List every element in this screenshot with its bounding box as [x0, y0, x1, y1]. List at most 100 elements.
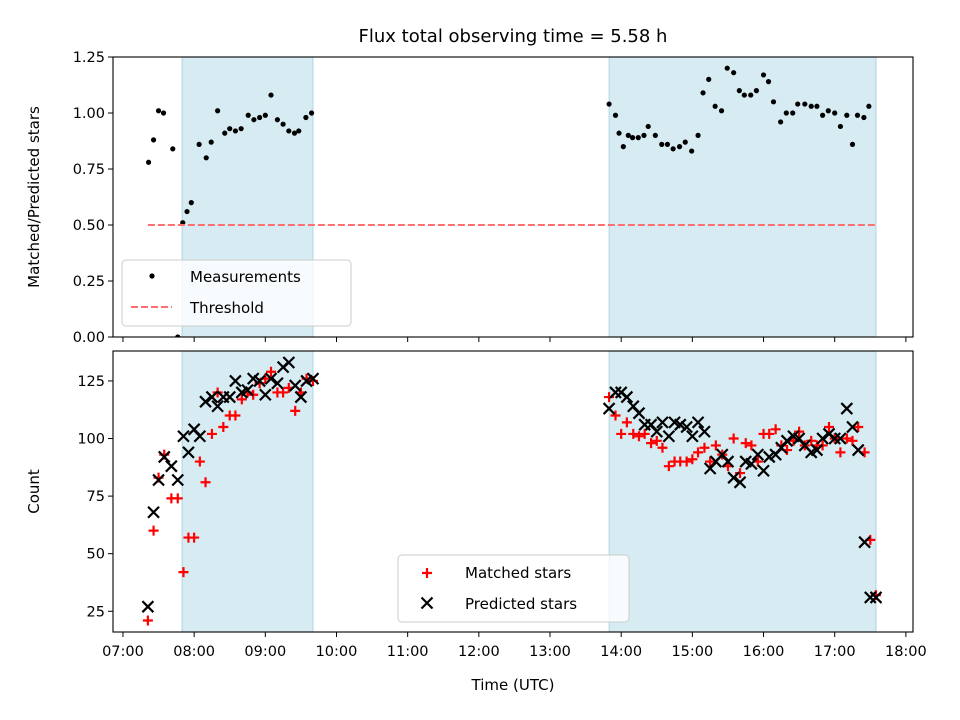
predicted-star-point [686, 429, 699, 443]
figure-title: Flux total observing time = 5.58 h [359, 26, 668, 47]
x-tick-label: 17:00 [814, 644, 856, 660]
measurement-point [753, 88, 760, 94]
measurement-point [783, 110, 789, 116]
measurement-point [296, 128, 302, 134]
measurement-point [849, 141, 856, 147]
observing-window [181, 351, 314, 632]
measurement-point [748, 92, 754, 98]
predicted-star-point [157, 450, 171, 464]
measurement-point [790, 110, 796, 116]
predicted-star-point [609, 386, 622, 399]
measurement-point [257, 114, 263, 121]
measurement-point [682, 139, 688, 145]
plot-area [141, 351, 883, 632]
predicted-star-point [757, 464, 770, 478]
y-axis-label: Matched/Predicted stars [25, 106, 43, 288]
measurement-point [712, 103, 718, 109]
measurement-point [155, 108, 162, 114]
predicted-star-point [241, 383, 254, 397]
predicted-star-point [602, 402, 616, 415]
legend-marker-dot [149, 273, 155, 279]
predicted-star-point [223, 390, 237, 404]
y-tick-label: 1.25 [73, 50, 105, 66]
predicted-star-point [858, 535, 871, 549]
matched-star-point [178, 567, 189, 578]
measurement-point [770, 99, 777, 105]
measurement-point [689, 148, 695, 154]
matched-star-point [639, 428, 650, 439]
y-tick-label: 50 [87, 547, 105, 563]
measurement-point [308, 110, 315, 116]
predicted-star-point [721, 455, 735, 468]
predicted-star-point [851, 443, 865, 457]
predicted-star-point [810, 443, 824, 457]
legend: Matched stars Predicted stars [397, 554, 630, 623]
matched-star-point [651, 435, 662, 446]
measurement-point [251, 117, 257, 123]
matched-star-point [705, 456, 716, 467]
predicted-star-point [816, 432, 829, 445]
predicted-star-point [840, 402, 854, 415]
matched-star-point [740, 438, 751, 449]
predicted-star-point [828, 432, 841, 445]
matched-star-point [657, 442, 668, 453]
matched-star-point [853, 422, 864, 433]
measurement-point [612, 112, 619, 118]
y-tick-label: 25 [87, 604, 105, 620]
measurement-point [760, 72, 767, 78]
matched-star-point [824, 422, 835, 433]
measurement-point [854, 112, 861, 118]
predicted-star-point [632, 406, 646, 420]
measurement-point [741, 92, 747, 98]
predicted-star-point [680, 420, 693, 434]
x-tick-label: 07:00 [102, 644, 144, 660]
y-tick-label: 0.25 [73, 274, 105, 290]
legend-box [397, 554, 630, 623]
measurement-point [160, 110, 167, 116]
measurement-point [695, 132, 701, 138]
measurement-point [706, 76, 712, 82]
y-tick-label: 125 [77, 374, 105, 390]
matched-star-point [142, 615, 153, 626]
predicted-star-point [282, 356, 296, 369]
matched-star-point [628, 428, 639, 439]
measurement-point [227, 126, 233, 132]
matched-star-point [206, 428, 217, 439]
legend-label: Matched stars [465, 564, 571, 582]
matched-star-point [746, 440, 757, 451]
measurement-point [145, 159, 152, 165]
predicted-star-point [253, 374, 266, 388]
measurement-point [303, 114, 309, 121]
matched-star-point [236, 394, 247, 405]
measurement-point [175, 334, 181, 337]
measurement-point [208, 139, 214, 145]
measurement-point [635, 135, 641, 141]
measurement-point [844, 112, 850, 118]
measurement-point [184, 208, 190, 215]
measurement-point [616, 130, 622, 136]
measurement-point [641, 132, 647, 138]
matched-star-point [194, 456, 205, 467]
predicted-star-point [306, 372, 320, 385]
predicted-star-point [271, 376, 284, 390]
predicted-star-point [147, 505, 160, 519]
measurement-point [861, 114, 867, 121]
y-tick-label: 1.00 [73, 106, 105, 122]
x-tick-label: 11:00 [387, 644, 429, 660]
predicted-star-point [727, 471, 740, 484]
y-axis-label: Count [25, 469, 43, 514]
measurement-point [795, 101, 801, 107]
matched-star-point [770, 424, 781, 435]
matched-star-point [728, 433, 739, 444]
y-tick-label: 0.00 [73, 330, 105, 346]
predicted-star-point [733, 476, 747, 489]
x-tick-label: 10:00 [316, 644, 358, 660]
measurement-point [170, 146, 176, 152]
measurement-point [625, 132, 631, 138]
x-tick-label: 12:00 [458, 644, 500, 660]
measurement-point [652, 132, 658, 138]
x-tick-label: 09:00 [244, 644, 286, 660]
matched-star-point [841, 433, 852, 444]
measurement-point [274, 117, 281, 123]
predicted-star-point [171, 473, 185, 487]
